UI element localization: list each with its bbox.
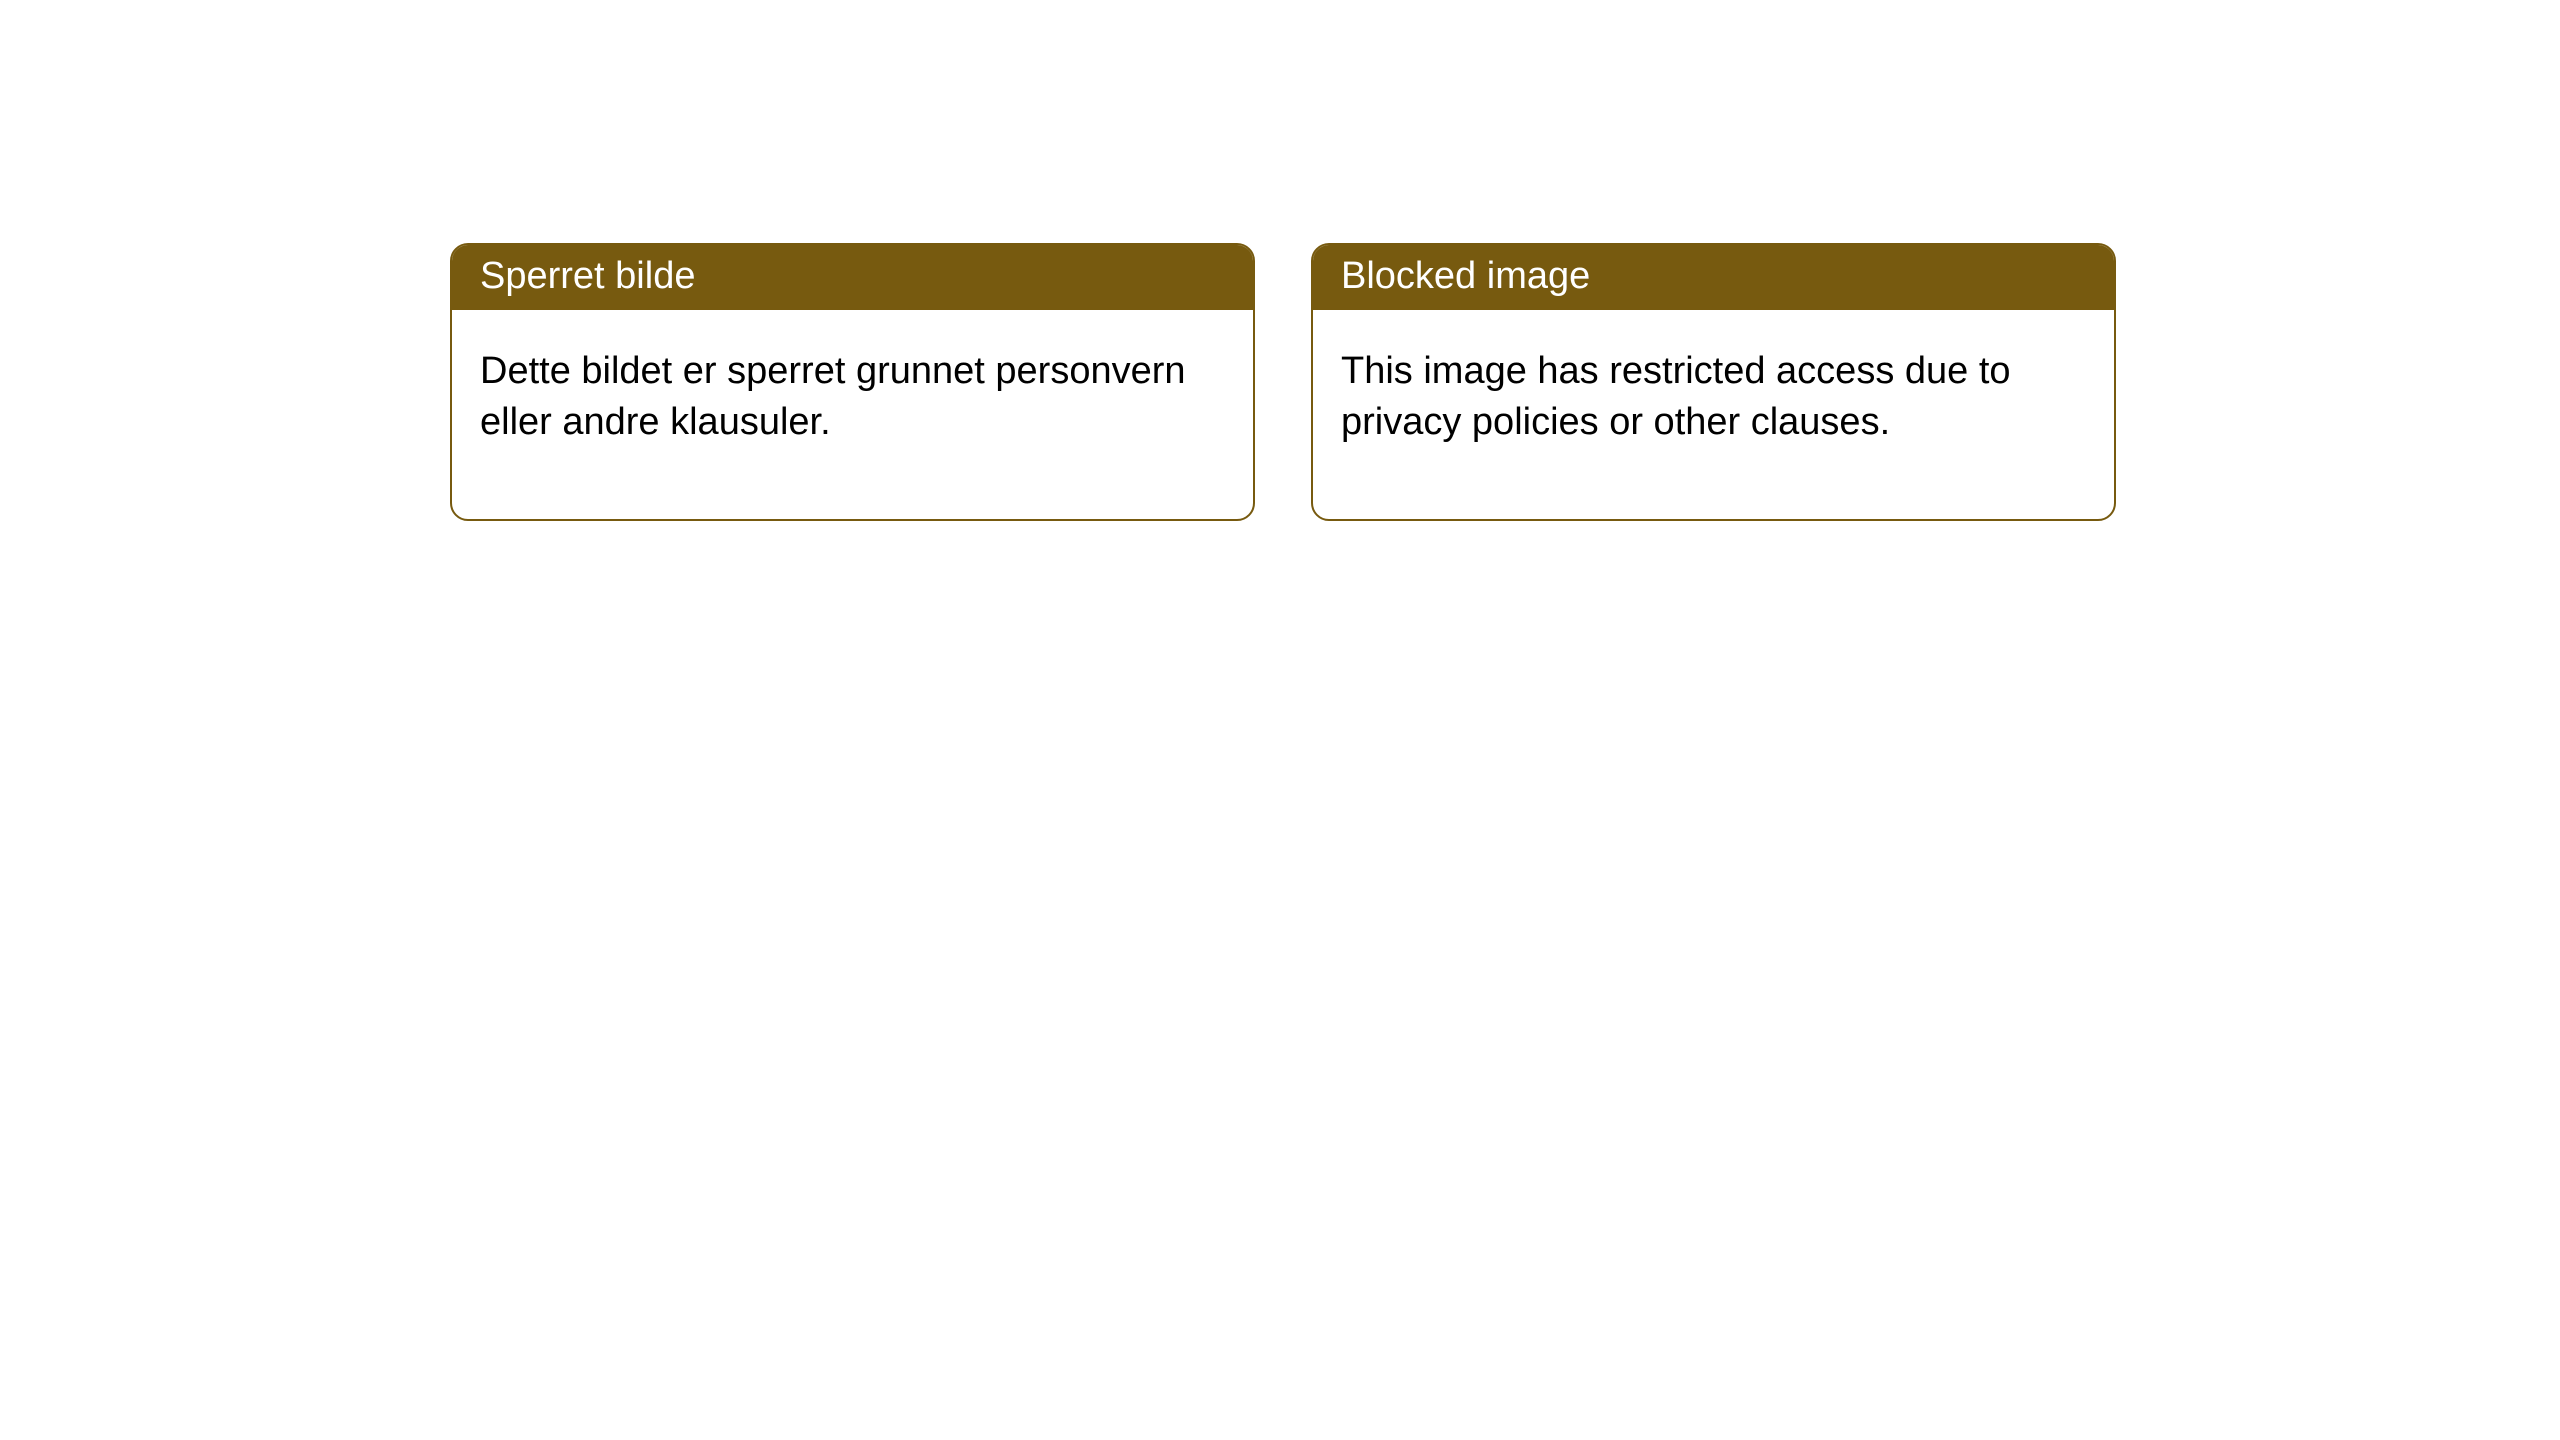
notice-container: Sperret bilde Dette bildet er sperret gr…: [0, 0, 2560, 521]
notice-body: Dette bildet er sperret grunnet personve…: [452, 310, 1253, 519]
notice-card-english: Blocked image This image has restricted …: [1311, 243, 2116, 521]
notice-header: Blocked image: [1313, 245, 2114, 310]
notice-header: Sperret bilde: [452, 245, 1253, 310]
notice-body: This image has restricted access due to …: [1313, 310, 2114, 519]
notice-card-norwegian: Sperret bilde Dette bildet er sperret gr…: [450, 243, 1255, 521]
